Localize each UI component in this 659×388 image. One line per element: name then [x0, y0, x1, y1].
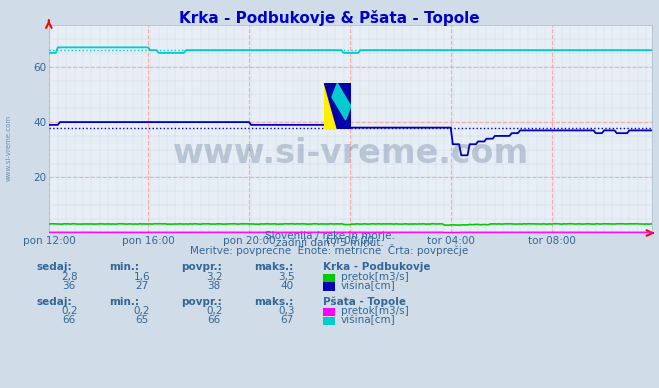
Text: 27: 27 [135, 281, 148, 291]
Text: Krka - Podbukovje & Pšata - Topole: Krka - Podbukovje & Pšata - Topole [179, 10, 480, 26]
Text: 2,8: 2,8 [61, 272, 78, 282]
Text: maks.:: maks.: [254, 262, 293, 272]
Text: pretok[m3/s]: pretok[m3/s] [341, 272, 409, 282]
Text: 0,2: 0,2 [61, 306, 78, 316]
Text: višina[cm]: višina[cm] [341, 315, 395, 325]
Polygon shape [324, 83, 337, 129]
Text: pretok[m3/s]: pretok[m3/s] [341, 306, 409, 316]
Text: min.:: min.: [109, 296, 139, 307]
Text: 40: 40 [280, 281, 293, 291]
Text: Meritve: povprečne  Enote: metrične  Črta: povprečje: Meritve: povprečne Enote: metrične Črta:… [190, 244, 469, 256]
Text: min.:: min.: [109, 262, 139, 272]
Text: povpr.:: povpr.: [181, 262, 222, 272]
Text: 0,2: 0,2 [133, 306, 150, 316]
Text: sedaj:: sedaj: [36, 262, 72, 272]
Text: povpr.:: povpr.: [181, 296, 222, 307]
Polygon shape [332, 83, 351, 120]
Text: 1,6: 1,6 [133, 272, 150, 282]
Text: www.si-vreme.com: www.si-vreme.com [5, 114, 12, 180]
Text: www.si-vreme.com: www.si-vreme.com [173, 137, 529, 170]
Text: Pšata - Topole: Pšata - Topole [323, 296, 406, 307]
Text: 0,2: 0,2 [206, 306, 223, 316]
Text: 66: 66 [208, 315, 221, 325]
Text: 0,3: 0,3 [278, 306, 295, 316]
Text: 65: 65 [135, 315, 148, 325]
Text: 38: 38 [208, 281, 221, 291]
Text: 3,2: 3,2 [206, 272, 223, 282]
Text: 3,5: 3,5 [278, 272, 295, 282]
Text: Krka - Podbukovje: Krka - Podbukovje [323, 262, 430, 272]
Text: 36: 36 [63, 281, 76, 291]
Polygon shape [324, 83, 351, 129]
Text: 66: 66 [63, 315, 76, 325]
Text: višina[cm]: višina[cm] [341, 281, 395, 291]
Text: maks.:: maks.: [254, 296, 293, 307]
Text: sedaj:: sedaj: [36, 296, 72, 307]
Text: zadnji dan / 5 minut.: zadnji dan / 5 minut. [275, 238, 384, 248]
Text: Slovenija / reke in morje.: Slovenija / reke in morje. [264, 230, 395, 241]
Text: 67: 67 [280, 315, 293, 325]
